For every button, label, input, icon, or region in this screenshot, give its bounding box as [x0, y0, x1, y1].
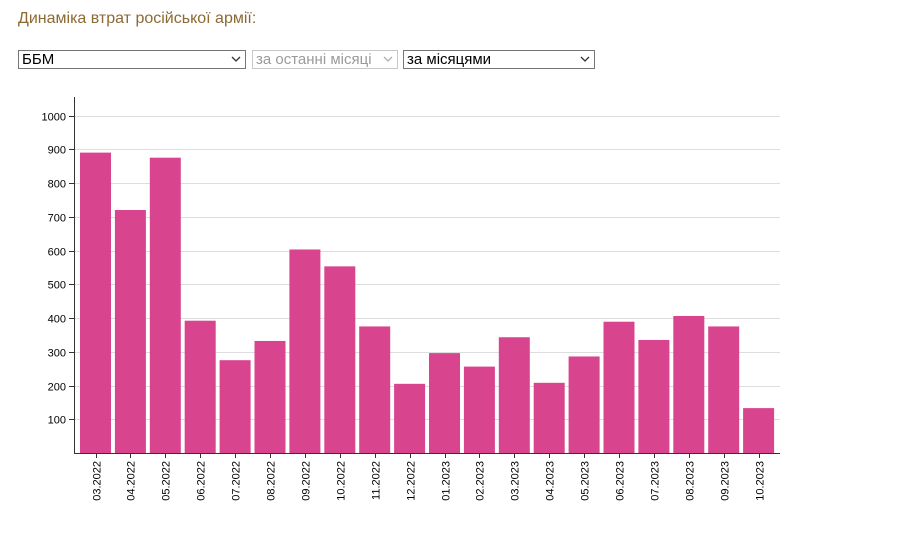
page-title: Динаміка втрат російської армії:	[18, 10, 257, 27]
chevron-down-icon	[580, 56, 590, 62]
chevron-down-icon	[383, 56, 393, 62]
y-tick-label: 300	[48, 348, 66, 360]
period-select[interactable]: за останні місяці	[252, 50, 398, 69]
x-tick-label: 04.2023	[545, 461, 557, 501]
x-tick-label: 06.2022	[196, 461, 208, 501]
chevron-down-icon	[231, 56, 241, 62]
bar	[289, 249, 321, 453]
x-tick-label: 11.2022	[371, 461, 383, 500]
bar	[149, 157, 181, 453]
x-tick-label: 07.2023	[650, 461, 662, 501]
bar	[219, 360, 251, 453]
x-tick-label: 05.2022	[161, 461, 173, 501]
y-tick-label: 900	[48, 145, 66, 157]
y-tick-label: 700	[48, 213, 66, 225]
x-tick-label: 09.2023	[720, 461, 732, 501]
x-tick-label: 12.2022	[406, 461, 418, 501]
bar	[394, 383, 426, 453]
bar	[359, 326, 391, 453]
bar	[673, 315, 705, 453]
bar	[638, 339, 670, 453]
bar	[80, 152, 111, 453]
x-tick-label: 08.2023	[685, 461, 697, 501]
bar	[603, 321, 635, 453]
y-tick-label: 100	[48, 415, 66, 427]
category-select-value: ББМ	[22, 51, 55, 68]
x-tick-label: 10.2023	[755, 461, 767, 501]
y-tick-label: 500	[48, 280, 66, 292]
bar	[533, 382, 565, 453]
bar	[429, 353, 460, 453]
y-tick-label: 800	[48, 179, 66, 191]
x-tick-label: 07.2022	[231, 461, 243, 501]
bar	[708, 326, 740, 453]
bar	[743, 408, 775, 453]
x-tick-label: 01.2023	[441, 461, 453, 501]
x-tick-label: 09.2022	[301, 461, 313, 501]
bar	[463, 366, 495, 453]
period-select-value: за останні місяці	[256, 51, 372, 68]
x-tick-label: 03.2023	[510, 461, 522, 501]
x-tick-label: 03.2022	[92, 461, 104, 501]
y-tick-label: 600	[48, 247, 66, 259]
bar	[254, 340, 286, 453]
category-select[interactable]: ББМ	[18, 50, 246, 69]
grouping-select-value: за місяцями	[407, 51, 492, 68]
y-tick-label: 1000	[42, 112, 66, 124]
x-tick-label: 06.2023	[615, 461, 627, 501]
bar	[324, 266, 356, 453]
bar	[184, 320, 216, 453]
x-tick-label: 04.2022	[126, 461, 138, 501]
y-tick-label: 200	[48, 382, 66, 394]
x-tick-label: 02.2023	[475, 461, 487, 501]
bar	[498, 337, 530, 453]
x-tick-label: 08.2022	[266, 461, 278, 501]
bar	[114, 210, 146, 453]
x-tick-label: 05.2023	[580, 461, 592, 501]
x-tick-label: 10.2022	[336, 461, 348, 501]
bar	[568, 356, 600, 453]
grouping-select[interactable]: за місяцями	[403, 50, 595, 69]
y-tick-label: 400	[48, 314, 66, 326]
